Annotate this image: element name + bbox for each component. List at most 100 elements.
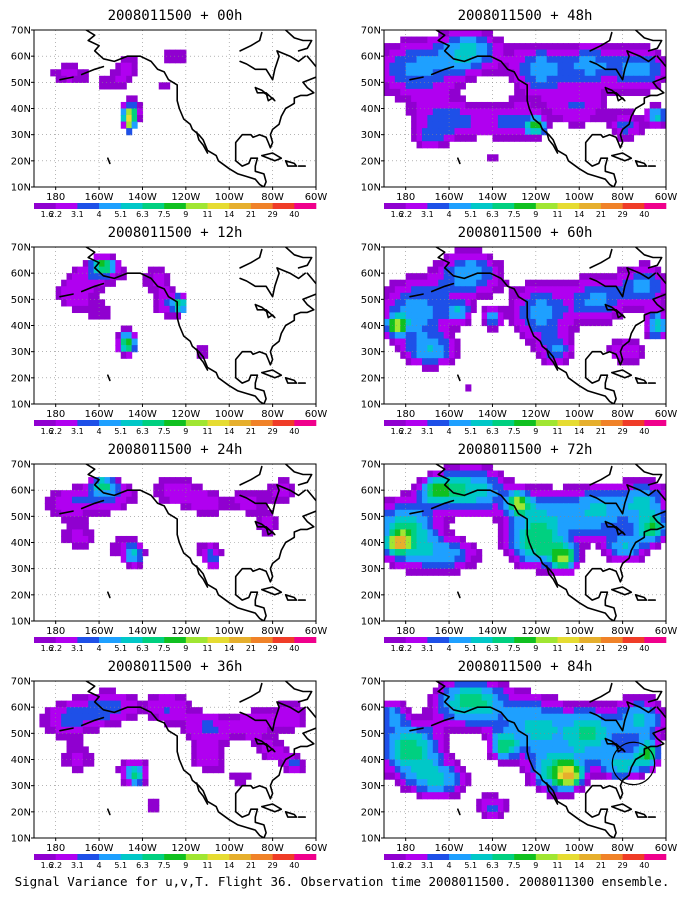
- field-cell: [562, 279, 569, 287]
- field-cell: [169, 477, 176, 485]
- field-cell: [525, 562, 532, 570]
- field-cell: [655, 759, 662, 767]
- field-cell: [61, 279, 68, 287]
- field-cell: [649, 542, 656, 550]
- field-cell: [541, 739, 548, 748]
- field-cell: [633, 707, 640, 715]
- field-cell: [288, 700, 295, 708]
- field-cell: [611, 759, 618, 767]
- field-cell: [622, 752, 629, 761]
- field-cell: [470, 101, 477, 110]
- field-cell: [427, 325, 434, 333]
- field-cell: [432, 312, 439, 320]
- field-cell: [240, 503, 247, 511]
- field-cell: [394, 75, 401, 83]
- field-cell: [508, 746, 515, 754]
- field-cell: [600, 312, 607, 320]
- field-cell: [438, 516, 445, 524]
- field-cell: [454, 253, 461, 261]
- field-cell: [644, 43, 651, 51]
- field-cell: [514, 726, 521, 734]
- field-cell: [644, 694, 651, 702]
- field-cell: [514, 82, 521, 90]
- field-cell: [465, 30, 472, 38]
- colorbar-swatch: [449, 854, 472, 860]
- field-cell: [196, 542, 203, 550]
- field-cell: [638, 115, 645, 123]
- field-cell: [633, 555, 640, 563]
- field-cell: [633, 529, 640, 537]
- field-cell: [492, 752, 499, 761]
- field-cell: [584, 299, 591, 307]
- y-tick-label: 10N: [11, 834, 31, 845]
- field-cell: [212, 733, 219, 741]
- field-cell: [400, 286, 407, 294]
- field-cell: [104, 713, 111, 721]
- field-cell: [405, 312, 412, 320]
- field-cell: [93, 490, 100, 498]
- field-cell: [443, 338, 450, 346]
- colorbar-label: 11: [202, 861, 212, 870]
- field-cell: [454, 325, 461, 333]
- field-cell: [584, 483, 591, 491]
- field-cell: [503, 108, 510, 116]
- field-cell: [459, 726, 466, 734]
- field-cell: [573, 529, 580, 537]
- field-cell: [449, 286, 456, 294]
- field-cell: [546, 108, 553, 116]
- field-cell: [432, 273, 439, 281]
- field-cell: [519, 108, 526, 116]
- field-cell: [421, 522, 428, 531]
- field-cell: [562, 766, 569, 774]
- field-cell: [606, 286, 613, 294]
- field-cell: [384, 286, 391, 294]
- x-tick-label: 120W: [171, 843, 200, 854]
- y-tick-label: 20N: [361, 156, 381, 167]
- field-cell: [384, 325, 391, 333]
- field-cell: [557, 549, 564, 557]
- field-cell: [449, 503, 456, 511]
- field-cell: [644, 746, 651, 754]
- field-cell: [443, 134, 450, 142]
- colorbar: 2.2 3.1 4 5.1 6.3 7.5 9 11 14 21 29 401.6: [384, 420, 667, 436]
- colorbar-swatch: [34, 637, 56, 643]
- field-cell: [557, 101, 564, 110]
- field-cell: [405, 36, 412, 44]
- field-cell: [655, 49, 662, 57]
- field-cell: [573, 56, 580, 64]
- field-cell: [633, 496, 640, 504]
- colorbar-swatch: [514, 637, 537, 643]
- field-cell: [164, 477, 171, 485]
- field-cell: [131, 345, 138, 353]
- field-cell: [649, 273, 656, 281]
- field-cell: [389, 82, 396, 90]
- field-cell: [394, 707, 401, 715]
- field-cell: [644, 292, 651, 300]
- field-cell: [584, 69, 591, 77]
- field-cell: [218, 733, 225, 741]
- field-cell: [546, 351, 553, 359]
- field-cell: [584, 529, 591, 537]
- field-cell: [595, 516, 602, 524]
- y-tick-label: 60N: [11, 269, 31, 280]
- field-cell: [546, 568, 553, 576]
- x-tick-label: 120W: [171, 192, 200, 203]
- field-cell: [633, 490, 640, 498]
- field-cell: [487, 273, 494, 281]
- field-cell: [459, 273, 466, 281]
- field-cell: [443, 82, 450, 90]
- field-cell: [77, 694, 84, 702]
- field-cell: [497, 516, 504, 524]
- field-cell: [77, 700, 84, 708]
- field-cell: [77, 707, 84, 715]
- colorbar-swatch: [99, 637, 122, 643]
- field-cell: [449, 516, 456, 524]
- field-cell: [104, 483, 111, 491]
- field-cell: [169, 49, 176, 57]
- field-cell: [283, 766, 290, 774]
- field-cell: [267, 483, 274, 491]
- field-cell: [115, 535, 122, 544]
- field-cell: [416, 273, 423, 281]
- field-cell: [562, 792, 569, 800]
- field-cell: [606, 108, 613, 116]
